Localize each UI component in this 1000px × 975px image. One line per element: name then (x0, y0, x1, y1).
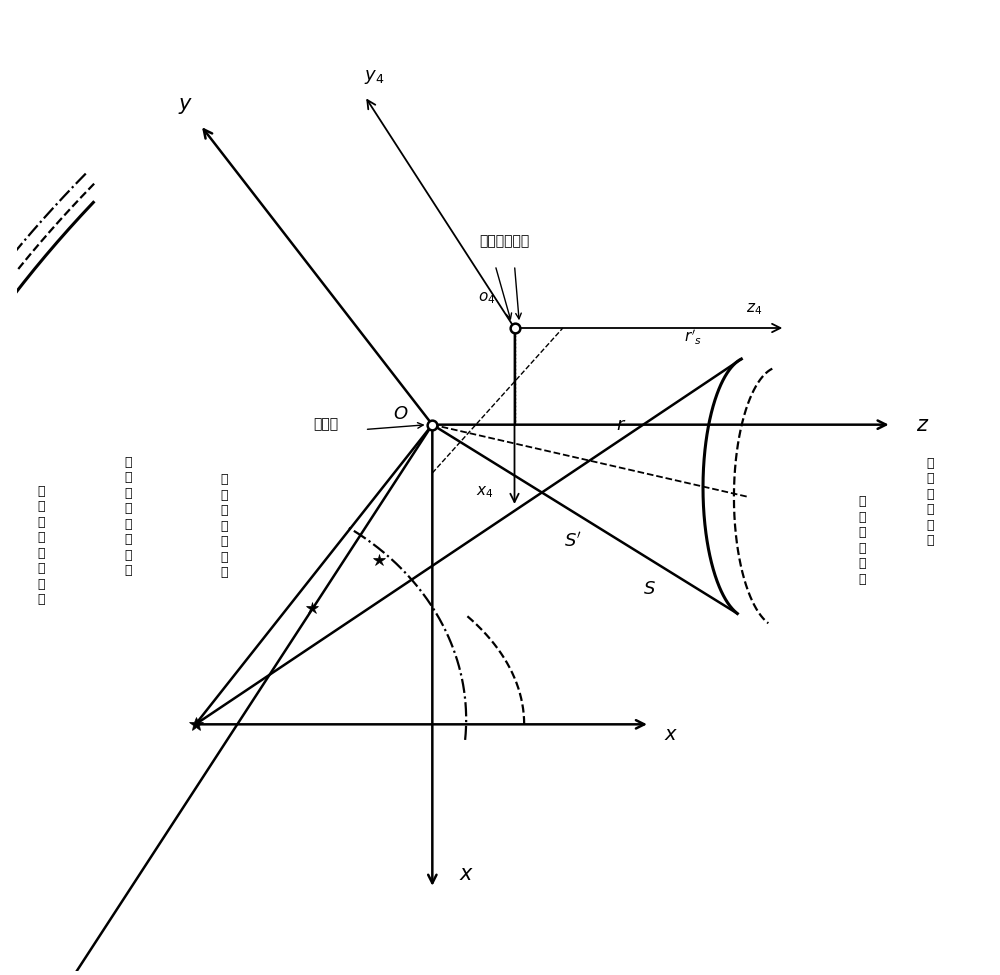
Text: 理
论
设
计
副
面: 理 论 设 计 副 面 (859, 495, 866, 586)
Text: 变
形
后
的
主
反
射
面: 变 形 后 的 主 反 射 面 (124, 455, 132, 577)
Text: $S$: $S$ (643, 580, 656, 598)
Text: 移
动
后
的
副
面: 移 动 后 的 副 面 (926, 456, 934, 547)
Text: $x_4$: $x_4$ (476, 485, 493, 500)
Text: $S'$: $S'$ (564, 531, 581, 550)
Text: $y$: $y$ (178, 96, 193, 116)
Text: $z_4$: $z_4$ (746, 301, 763, 317)
Text: $x$: $x$ (459, 864, 474, 884)
Text: $y_4$: $y_4$ (364, 67, 385, 86)
Text: $r'_s$: $r'_s$ (684, 328, 702, 347)
Text: $r$: $r$ (616, 415, 626, 434)
Text: 移动后的馈源: 移动后的馈源 (480, 234, 530, 248)
Text: 理
论
设
计
主
反
射
面: 理 论 设 计 主 反 射 面 (37, 485, 45, 606)
Text: $x$: $x$ (664, 724, 679, 744)
Text: $O$: $O$ (393, 406, 408, 423)
Text: 原馈源: 原馈源 (313, 417, 339, 432)
Text: $o_4$: $o_4$ (478, 291, 495, 306)
Text: 最
佳
吁
合
反
射
面: 最 佳 吁 合 反 射 面 (221, 473, 228, 579)
Text: $z$: $z$ (916, 414, 929, 435)
